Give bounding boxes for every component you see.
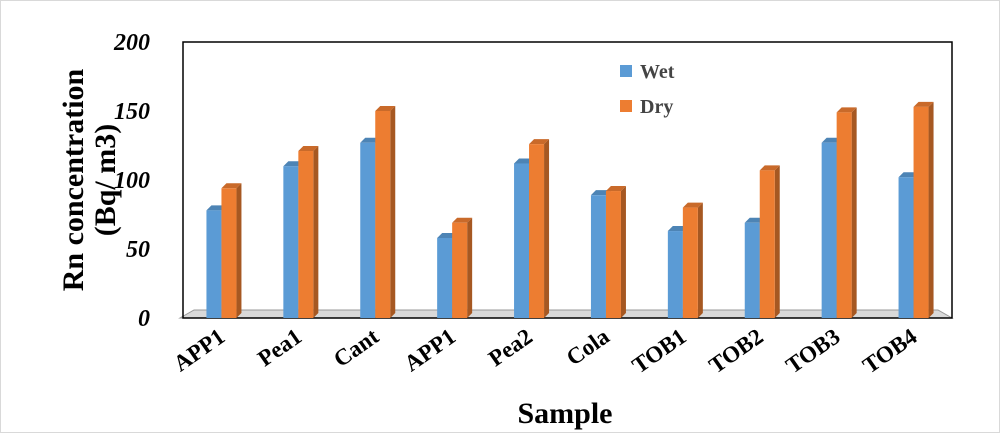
bars-group bbox=[206, 101, 934, 318]
bar-dry-10 bbox=[913, 101, 934, 318]
bar-front bbox=[360, 142, 376, 318]
bar-top bbox=[682, 202, 703, 208]
legend-swatch-wet bbox=[620, 65, 632, 77]
bar-side bbox=[697, 202, 703, 318]
bar-front bbox=[298, 151, 314, 318]
bar-side bbox=[544, 139, 550, 318]
y-tick-label: 150 bbox=[114, 99, 150, 125]
bar-front bbox=[283, 166, 299, 318]
bar-dry-4 bbox=[452, 217, 473, 318]
y-tick-label: 200 bbox=[113, 30, 150, 56]
bar-top bbox=[221, 183, 242, 189]
legend-label-wet: Wet bbox=[640, 61, 675, 83]
bar-top bbox=[452, 217, 473, 223]
y-axis-title-line2: (Bq/ m3) bbox=[89, 124, 122, 237]
bar-dry-2 bbox=[298, 146, 319, 318]
bar-dry-9 bbox=[836, 107, 857, 318]
legend-label-dry: Dry bbox=[640, 96, 673, 118]
bar-top bbox=[836, 107, 857, 113]
bar-dry-6 bbox=[605, 186, 626, 318]
bar-side bbox=[467, 217, 473, 318]
legend-swatch-dry bbox=[620, 100, 632, 112]
bar-front bbox=[605, 191, 621, 318]
bar-front bbox=[452, 222, 468, 318]
bar-dry-1 bbox=[221, 183, 242, 318]
x-axis-title: Sample bbox=[517, 397, 612, 430]
bar-dry-8 bbox=[759, 165, 780, 318]
bar-top bbox=[759, 165, 780, 171]
bar-front bbox=[682, 207, 698, 318]
bar-front bbox=[590, 195, 606, 318]
plot-area bbox=[182, 41, 953, 319]
bar-side bbox=[851, 107, 857, 318]
bar-top bbox=[298, 146, 319, 152]
bar-front bbox=[206, 210, 222, 318]
bar-side bbox=[390, 106, 396, 318]
bar-top bbox=[913, 101, 934, 107]
bar-front bbox=[667, 231, 683, 318]
legend: Wet Dry bbox=[620, 61, 675, 118]
bar-front bbox=[529, 144, 545, 318]
bar-top bbox=[605, 186, 626, 192]
bar-side bbox=[620, 186, 626, 318]
bar-front bbox=[221, 188, 237, 318]
bar-front bbox=[514, 163, 530, 318]
y-tick-label: 50 bbox=[126, 237, 150, 263]
bar-top bbox=[529, 139, 550, 145]
bar-top bbox=[375, 106, 396, 111]
bar-side bbox=[313, 146, 319, 318]
y-tick-label: 0 bbox=[138, 306, 150, 332]
bar-front bbox=[375, 111, 391, 318]
bar-front bbox=[437, 237, 453, 318]
bar-front bbox=[821, 142, 837, 318]
bar-front bbox=[913, 106, 929, 318]
bar-dry-3 bbox=[375, 106, 396, 318]
bar-front bbox=[759, 170, 775, 318]
bar-side bbox=[774, 165, 780, 318]
y-axis-ticks: 0 50 100 150 200 bbox=[113, 30, 150, 332]
y-tick-label: 100 bbox=[114, 168, 150, 194]
bar-front bbox=[898, 177, 914, 318]
bar-front bbox=[744, 222, 760, 318]
bar-front bbox=[836, 112, 852, 318]
bar-side bbox=[928, 101, 934, 318]
bar-dry-5 bbox=[529, 139, 550, 318]
y-axis-title-line1: Rn concentration bbox=[57, 68, 90, 291]
bar-side bbox=[236, 183, 242, 318]
bar-dry-7 bbox=[682, 202, 703, 318]
